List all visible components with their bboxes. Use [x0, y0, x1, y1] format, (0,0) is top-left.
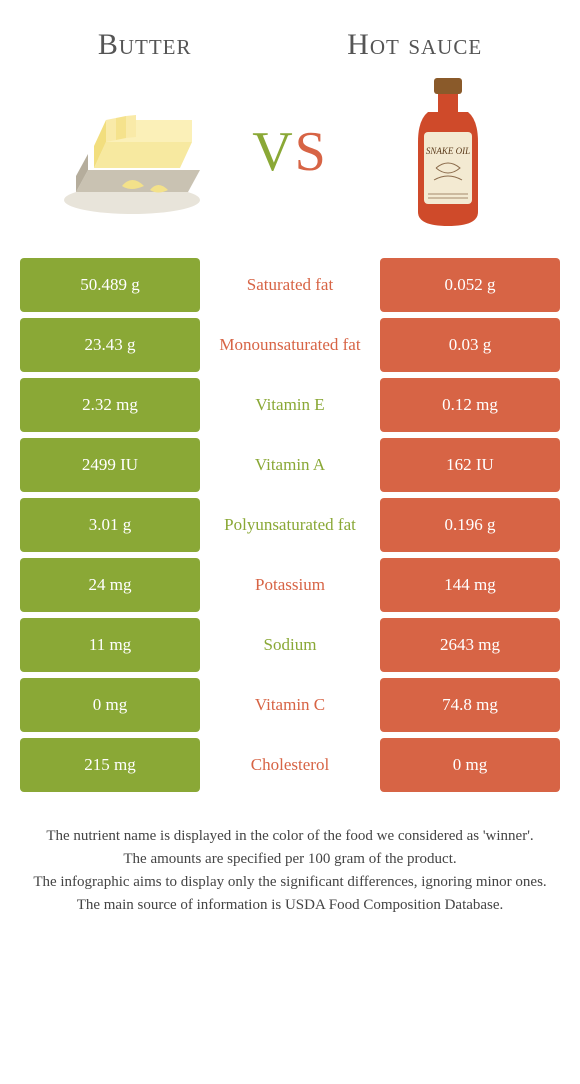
right-value-cell: 144 mg — [380, 558, 560, 612]
vs-v: V — [252, 121, 294, 183]
table-row: 0 mgVitamin C74.8 mg — [20, 678, 560, 732]
table-row: 50.489 gSaturated fat0.052 g — [20, 258, 560, 312]
left-value-cell: 50.489 g — [20, 258, 200, 312]
left-value-cell: 2499 IU — [20, 438, 200, 492]
nutrient-label-cell: Monounsaturated fat — [200, 318, 380, 372]
table-row: 11 mgSodium2643 mg — [20, 618, 560, 672]
footnote-line: The infographic aims to display only the… — [20, 872, 560, 893]
nutrient-label-cell: Polyunsaturated fat — [200, 498, 380, 552]
left-value-cell: 11 mg — [20, 618, 200, 672]
svg-text:SNAKE OIL: SNAKE OIL — [426, 146, 470, 156]
vs-s: S — [295, 121, 328, 183]
right-value-cell: 74.8 mg — [380, 678, 560, 732]
table-row: 2.32 mgVitamin E0.12 mg — [20, 378, 560, 432]
nutrient-label-cell: Vitamin E — [200, 378, 380, 432]
vs-label: VS — [252, 120, 328, 184]
right-value-cell: 162 IU — [380, 438, 560, 492]
images-row: VS SNAKE OIL — [0, 72, 580, 252]
header: Butter Hot sauce — [0, 0, 580, 72]
left-value-cell: 3.01 g — [20, 498, 200, 552]
right-value-cell: 0.196 g — [380, 498, 560, 552]
hot-sauce-image: SNAKE OIL — [368, 82, 528, 222]
footnote-line: The amounts are specified per 100 gram o… — [20, 849, 560, 870]
nutrient-label-cell: Vitamin A — [200, 438, 380, 492]
right-value-cell: 0.052 g — [380, 258, 560, 312]
nutrient-label-cell: Cholesterol — [200, 738, 380, 792]
comparison-table: 50.489 gSaturated fat0.052 g 23.43 gMonou… — [20, 252, 560, 798]
nutrient-label-cell: Sodium — [200, 618, 380, 672]
right-food-title: Hot sauce — [347, 28, 482, 62]
left-value-cell: 2.32 mg — [20, 378, 200, 432]
table-row: 24 mgPotassium144 mg — [20, 558, 560, 612]
left-value-cell: 215 mg — [20, 738, 200, 792]
footnote-line: The nutrient name is displayed in the co… — [20, 826, 560, 847]
nutrient-label-cell: Vitamin C — [200, 678, 380, 732]
right-value-cell: 0.12 mg — [380, 378, 560, 432]
left-value-cell: 0 mg — [20, 678, 200, 732]
footnotes: The nutrient name is displayed in the co… — [20, 826, 560, 916]
butter-image — [52, 82, 212, 222]
table-row: 2499 IUVitamin A162 IU — [20, 438, 560, 492]
nutrient-label-cell: Potassium — [200, 558, 380, 612]
table-row: 3.01 gPolyunsaturated fat0.196 g — [20, 498, 560, 552]
table-row: 23.43 gMonounsaturated fat0.03 g — [20, 318, 560, 372]
left-food-title: Butter — [98, 28, 192, 62]
table-row: 215 mgCholesterol0 mg — [20, 738, 560, 792]
left-value-cell: 24 mg — [20, 558, 200, 612]
right-value-cell: 2643 mg — [380, 618, 560, 672]
left-value-cell: 23.43 g — [20, 318, 200, 372]
right-value-cell: 0.03 g — [380, 318, 560, 372]
right-value-cell: 0 mg — [380, 738, 560, 792]
footnote-line: The main source of information is USDA F… — [20, 895, 560, 916]
nutrient-label-cell: Saturated fat — [200, 258, 380, 312]
